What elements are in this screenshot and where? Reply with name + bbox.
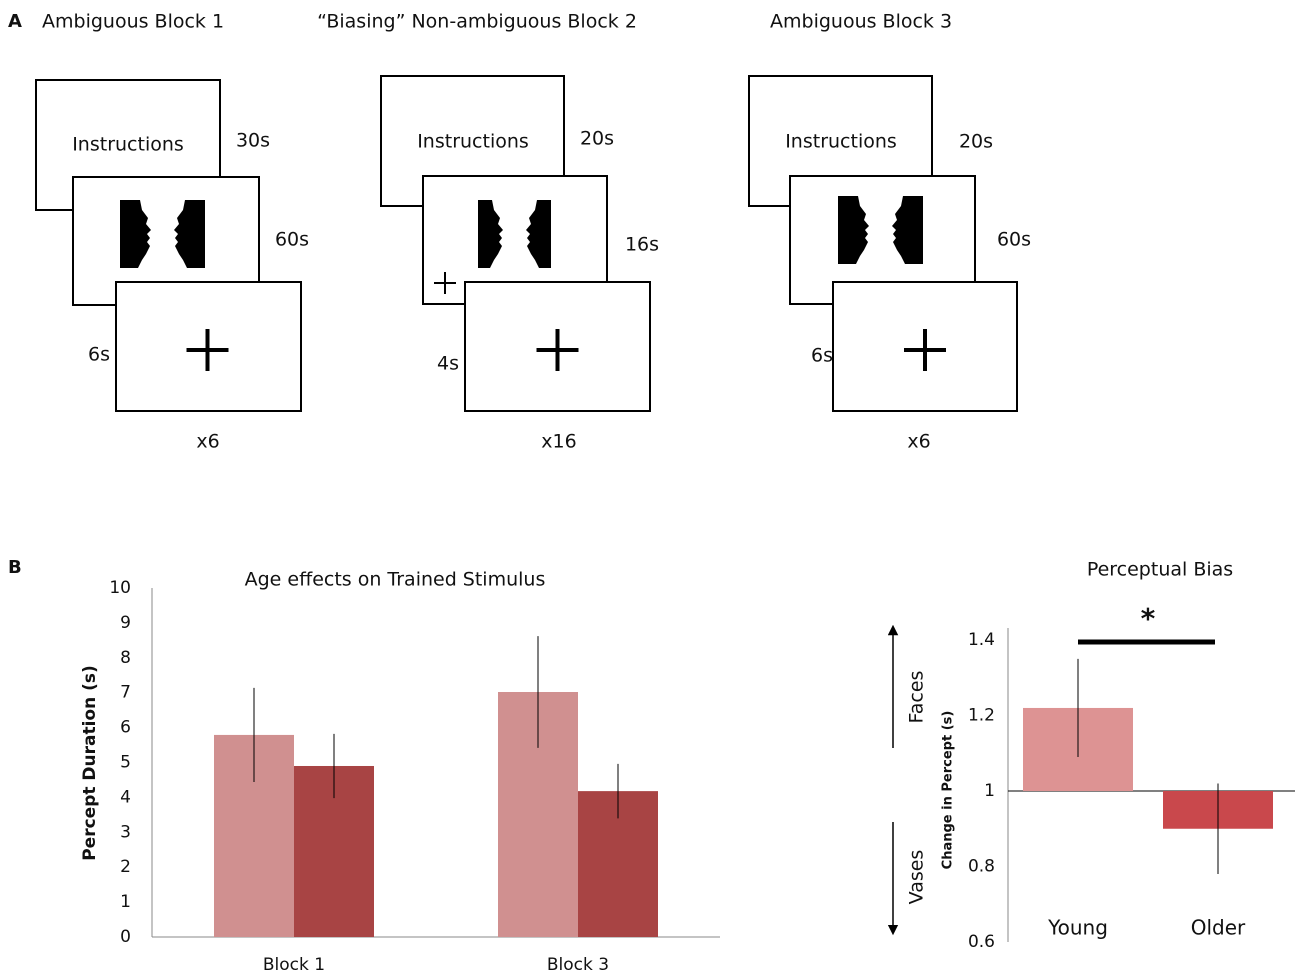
x-tick-label: Young <box>1047 916 1108 940</box>
duration-label: 20s <box>959 131 993 153</box>
instructions-text: Instructions <box>785 131 897 153</box>
y-tick-label: 2 <box>120 857 131 877</box>
stimulus-vase <box>138 200 187 268</box>
y-tick-label: 1 <box>984 781 995 801</box>
significance-marker: * <box>1141 602 1156 635</box>
stimulus-vase <box>856 196 905 264</box>
stimulus-face <box>478 200 503 268</box>
y-tick-label: 10 <box>109 578 131 598</box>
block-title: “Biasing” Non-ambiguous Block 2 <box>317 11 637 33</box>
duration-label: 30s <box>236 130 270 152</box>
instructions-text: Instructions <box>417 131 529 153</box>
y-tick-label: 5 <box>120 753 131 773</box>
y-tick-label: 3 <box>120 822 131 842</box>
duration-label: 20s <box>580 128 614 150</box>
block-title: Ambiguous Block 3 <box>770 11 952 33</box>
y-tick-label: 0 <box>120 927 131 947</box>
y-tick-label: 9 <box>120 613 131 633</box>
y-tick-label: 6 <box>120 718 131 738</box>
duration-label: 16s <box>625 234 659 256</box>
x-tick-label: Older <box>1191 916 1246 940</box>
duration-label: 4s <box>437 353 459 375</box>
x-tick-label: Block 3 <box>547 955 609 975</box>
direction-label: Vases <box>906 850 928 905</box>
direction-label: Faces <box>906 671 928 724</box>
panel-label: A <box>8 11 22 32</box>
block-title: Ambiguous Block 1 <box>42 11 224 33</box>
panel-label: B <box>8 557 22 578</box>
y-tick-label: 4 <box>120 787 131 807</box>
y-tick-label: 1.2 <box>968 706 995 726</box>
instructions-text: Instructions <box>72 134 184 156</box>
repeat-label: x6 <box>907 431 930 453</box>
y-tick-label: 0.8 <box>968 857 995 877</box>
duration-label: 6s <box>811 345 833 367</box>
chart-title: Age effects on Trained Stimulus <box>245 569 546 591</box>
x-tick-label: Block 1 <box>263 955 325 975</box>
y-tick-label: 1.4 <box>968 630 995 650</box>
y-tick-label: 1 <box>120 892 131 912</box>
chart-title: Perceptual Bias <box>1087 559 1233 581</box>
y-axis-label: Percept Duration (s) <box>80 665 100 861</box>
duration-label: 6s <box>88 344 110 366</box>
duration-label: 60s <box>275 229 309 251</box>
y-tick-label: 8 <box>120 648 131 668</box>
repeat-label: x6 <box>196 431 219 453</box>
repeat-label: x16 <box>541 431 576 453</box>
y-tick-label: 0.6 <box>968 932 995 952</box>
stimulus-face <box>526 200 551 268</box>
y-axis-label: Change in Percept (s) <box>941 711 956 870</box>
y-tick-label: 7 <box>120 683 131 703</box>
duration-label: 60s <box>997 229 1031 251</box>
